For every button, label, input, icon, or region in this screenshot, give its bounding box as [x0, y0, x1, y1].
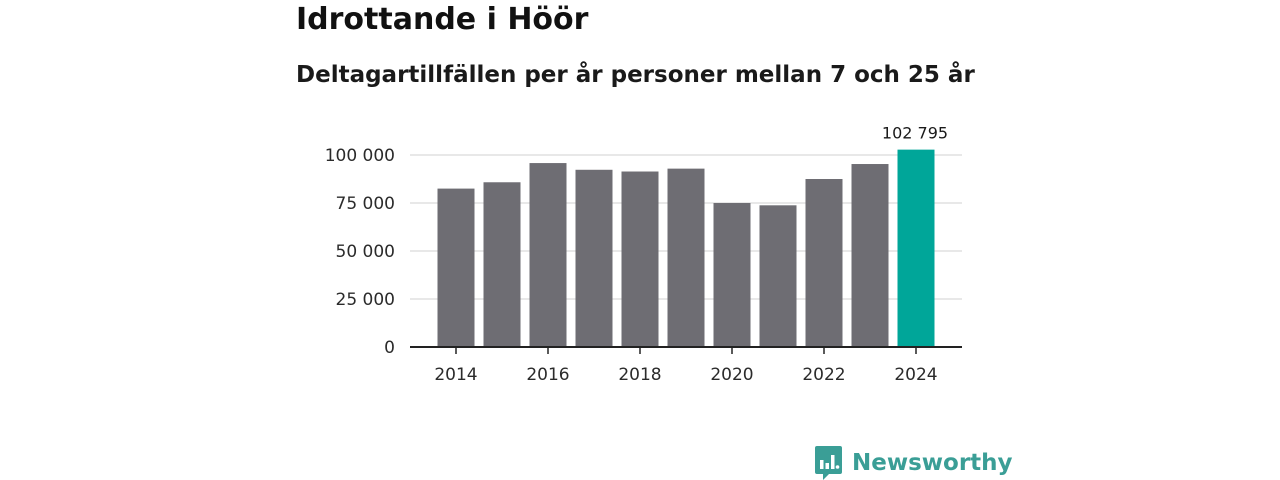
x-tick-label: 2020	[710, 365, 753, 385]
data-label: 102 795	[882, 124, 948, 143]
bar-2017	[575, 169, 613, 347]
bar-2014	[437, 188, 475, 347]
newsworthy-brand: Newsworthy	[815, 446, 1013, 480]
bar-2020	[713, 203, 751, 347]
y-tick-label: 100 000	[325, 146, 395, 166]
y-tick-label: 50 000	[336, 242, 395, 262]
x-tick-label: 2016	[526, 365, 569, 385]
bar-2015	[483, 182, 521, 347]
bar-2021	[759, 205, 797, 347]
bar-2022	[805, 179, 843, 347]
x-tick-label: 2024	[894, 365, 937, 385]
x-tick-label: 2014	[434, 365, 477, 385]
labels: 0 25 000 50 000 75 000 100 000 2014 2016 2018 20…	[325, 124, 948, 385]
chart-subtitle: Deltagartillfällen per år personer mella…	[296, 62, 975, 88]
bars	[437, 149, 935, 347]
y-tick-label: 75 000	[336, 194, 395, 214]
chart-title: Idrottande i Höör	[296, 2, 589, 37]
newsworthy-logo-icon	[815, 446, 842, 480]
x-tick-label: 2018	[618, 365, 661, 385]
bar-2023	[851, 164, 889, 347]
bar-2019	[667, 168, 705, 347]
x-tick-label: 2022	[802, 365, 845, 385]
y-tick-label: 25 000	[336, 290, 395, 310]
bar-2016	[529, 163, 567, 347]
brand-name: Newsworthy	[852, 450, 1013, 476]
bar-2024	[897, 149, 935, 347]
y-tick-label: 0	[384, 338, 395, 358]
bar-2018	[621, 171, 659, 347]
axes	[410, 346, 962, 354]
